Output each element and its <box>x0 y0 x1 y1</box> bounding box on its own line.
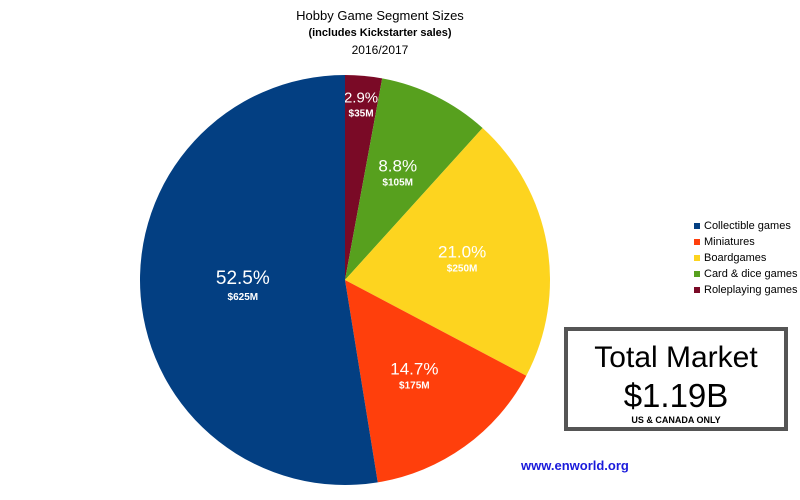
total-market-box: Total Market $1.19B US & CANADA ONLY <box>564 327 788 431</box>
slice-percent-label: 2.9% <box>344 89 378 106</box>
legend-label: Boardgames <box>704 252 767 264</box>
pie-slice-collectible-games <box>139 75 378 486</box>
legend-item: Miniatures <box>694 234 798 250</box>
legend-label: Miniatures <box>704 236 755 248</box>
chart-period: 2016/2017 <box>351 43 409 57</box>
legend-swatch <box>694 271 700 277</box>
legend-item: Boardgames <box>694 250 798 266</box>
legend-label: Roleplaying games <box>704 284 798 296</box>
pie-slice-card-dice-games <box>345 78 483 280</box>
slice-percent-label: 14.7% <box>390 360 438 379</box>
legend-swatch <box>694 239 700 245</box>
legend-swatch <box>694 255 700 261</box>
total-market-label: Total Market <box>594 341 758 374</box>
legend-label: Collectible games <box>704 220 791 232</box>
source-credit: www.enworld.org <box>521 458 629 473</box>
legend-swatch <box>694 287 700 293</box>
slice-value-label: $35M <box>349 108 374 119</box>
slice-value-label: $250M <box>447 263 478 274</box>
chart-subtitle: (includes Kickstarter sales) <box>308 27 452 39</box>
slice-value-label: $625M <box>228 292 259 303</box>
pie-slice-roleplaying-games <box>345 75 383 280</box>
chart-title: Hobby Game Segment Sizes <box>296 8 464 23</box>
legend-item: Card & dice games <box>694 266 798 282</box>
slice-value-label: $105M <box>382 177 413 188</box>
slice-percent-label: 52.5% <box>216 268 270 289</box>
legend-item: Collectible games <box>694 218 798 234</box>
legend-swatch <box>694 223 700 229</box>
legend: Collectible games Miniatures Boardgames … <box>694 218 798 298</box>
pie-slice-boardgames <box>345 128 551 376</box>
slice-percent-label: 21.0% <box>438 242 486 261</box>
total-market-note: US & CANADA ONLY <box>631 415 721 425</box>
legend-label: Card & dice games <box>704 268 798 280</box>
legend-item: Roleplaying games <box>694 282 798 298</box>
total-market-value: $1.19B <box>623 377 729 414</box>
slice-value-label: $175M <box>399 381 430 392</box>
slice-percent-label: 8.8% <box>378 156 417 175</box>
pie-slice-miniatures <box>345 280 527 483</box>
